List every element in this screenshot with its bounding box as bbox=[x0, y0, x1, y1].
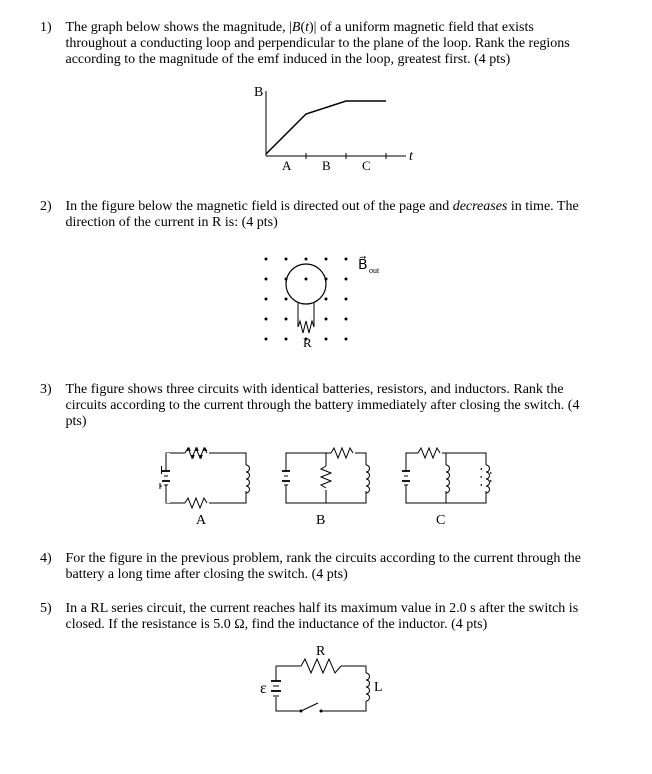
q5-switch bbox=[301, 703, 318, 711]
q3-circuits: A B bbox=[146, 438, 506, 528]
q5-resistor bbox=[301, 659, 341, 673]
q3-text: The figure shows three circuits with ide… bbox=[66, 382, 596, 430]
q1-region-a: A bbox=[282, 158, 292, 173]
question-1: 1) The graph below shows the magnitude, … bbox=[40, 20, 612, 181]
q2-diagram: R B⃗ out bbox=[236, 239, 416, 359]
q5-circuit: ε R L bbox=[246, 641, 406, 731]
q5-text: In a RL series circuit, the current reac… bbox=[66, 601, 596, 633]
q4-number: 4) bbox=[40, 551, 62, 567]
q2-resistor-label: R bbox=[303, 335, 312, 350]
q1-number: 1) bbox=[40, 20, 62, 36]
q5-emf-label: ε bbox=[260, 680, 267, 697]
q5-figure: ε R L bbox=[40, 641, 612, 736]
q1-graph: B t A B C bbox=[226, 76, 426, 176]
question-5: 5) In a RL series circuit, the current r… bbox=[40, 601, 612, 736]
q2-loop bbox=[286, 264, 326, 304]
q5-l-label: L bbox=[374, 680, 383, 695]
q2-field-dots bbox=[265, 258, 348, 341]
q1-text: The graph below shows the magnitude, |B(… bbox=[66, 20, 596, 68]
q2-t-b: decreases bbox=[453, 199, 508, 214]
q2-resistor bbox=[298, 321, 314, 333]
circuit-a bbox=[160, 447, 250, 508]
q1-line2: throughout a conducting loop and perpend… bbox=[66, 36, 570, 67]
q2-number: 2) bbox=[40, 199, 62, 215]
q1-region-b: B bbox=[322, 158, 331, 173]
q1-t-e: )| of a uniform magnetic field that exis… bbox=[309, 20, 534, 35]
q1-t-a: The graph below shows the magnitude, | bbox=[66, 20, 292, 35]
q1-xaxis-label: t bbox=[409, 149, 414, 164]
q5-number: 5) bbox=[40, 601, 62, 617]
circuit-c bbox=[402, 448, 491, 503]
q2-figure: R B⃗ out bbox=[40, 239, 612, 364]
q2-b-sub: out bbox=[369, 266, 380, 275]
q1-region-c: C bbox=[362, 158, 371, 173]
question-2: 2) In the figure below the magnetic fiel… bbox=[40, 199, 612, 364]
q3-number: 3) bbox=[40, 382, 62, 398]
q3-label-b: B bbox=[316, 513, 325, 528]
circuit-b bbox=[282, 448, 370, 503]
q1-yaxis-label: B bbox=[254, 85, 263, 100]
q1-figure: B t A B C bbox=[40, 76, 612, 181]
q2-b-vector: B⃗ bbox=[358, 255, 368, 273]
q2-text: In the figure below the magnetic field i… bbox=[66, 199, 596, 231]
q1-line1: The graph below shows the magnitude, |B(… bbox=[66, 20, 534, 35]
q2-t-a: In the figure below the magnetic field i… bbox=[66, 199, 453, 214]
question-3: 3) The figure shows three circuits with … bbox=[40, 382, 612, 533]
q3-figure: A B bbox=[40, 438, 612, 533]
q3-label-a: A bbox=[196, 513, 207, 528]
question-4: 4) For the figure in the previous proble… bbox=[40, 551, 612, 583]
q5-r-label: R bbox=[316, 644, 326, 659]
q4-text: For the figure in the previous problem, … bbox=[66, 551, 596, 583]
q3-label-c: C bbox=[436, 513, 445, 528]
